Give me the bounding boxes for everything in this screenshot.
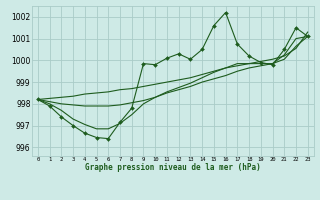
X-axis label: Graphe pression niveau de la mer (hPa): Graphe pression niveau de la mer (hPa) bbox=[85, 163, 261, 172]
